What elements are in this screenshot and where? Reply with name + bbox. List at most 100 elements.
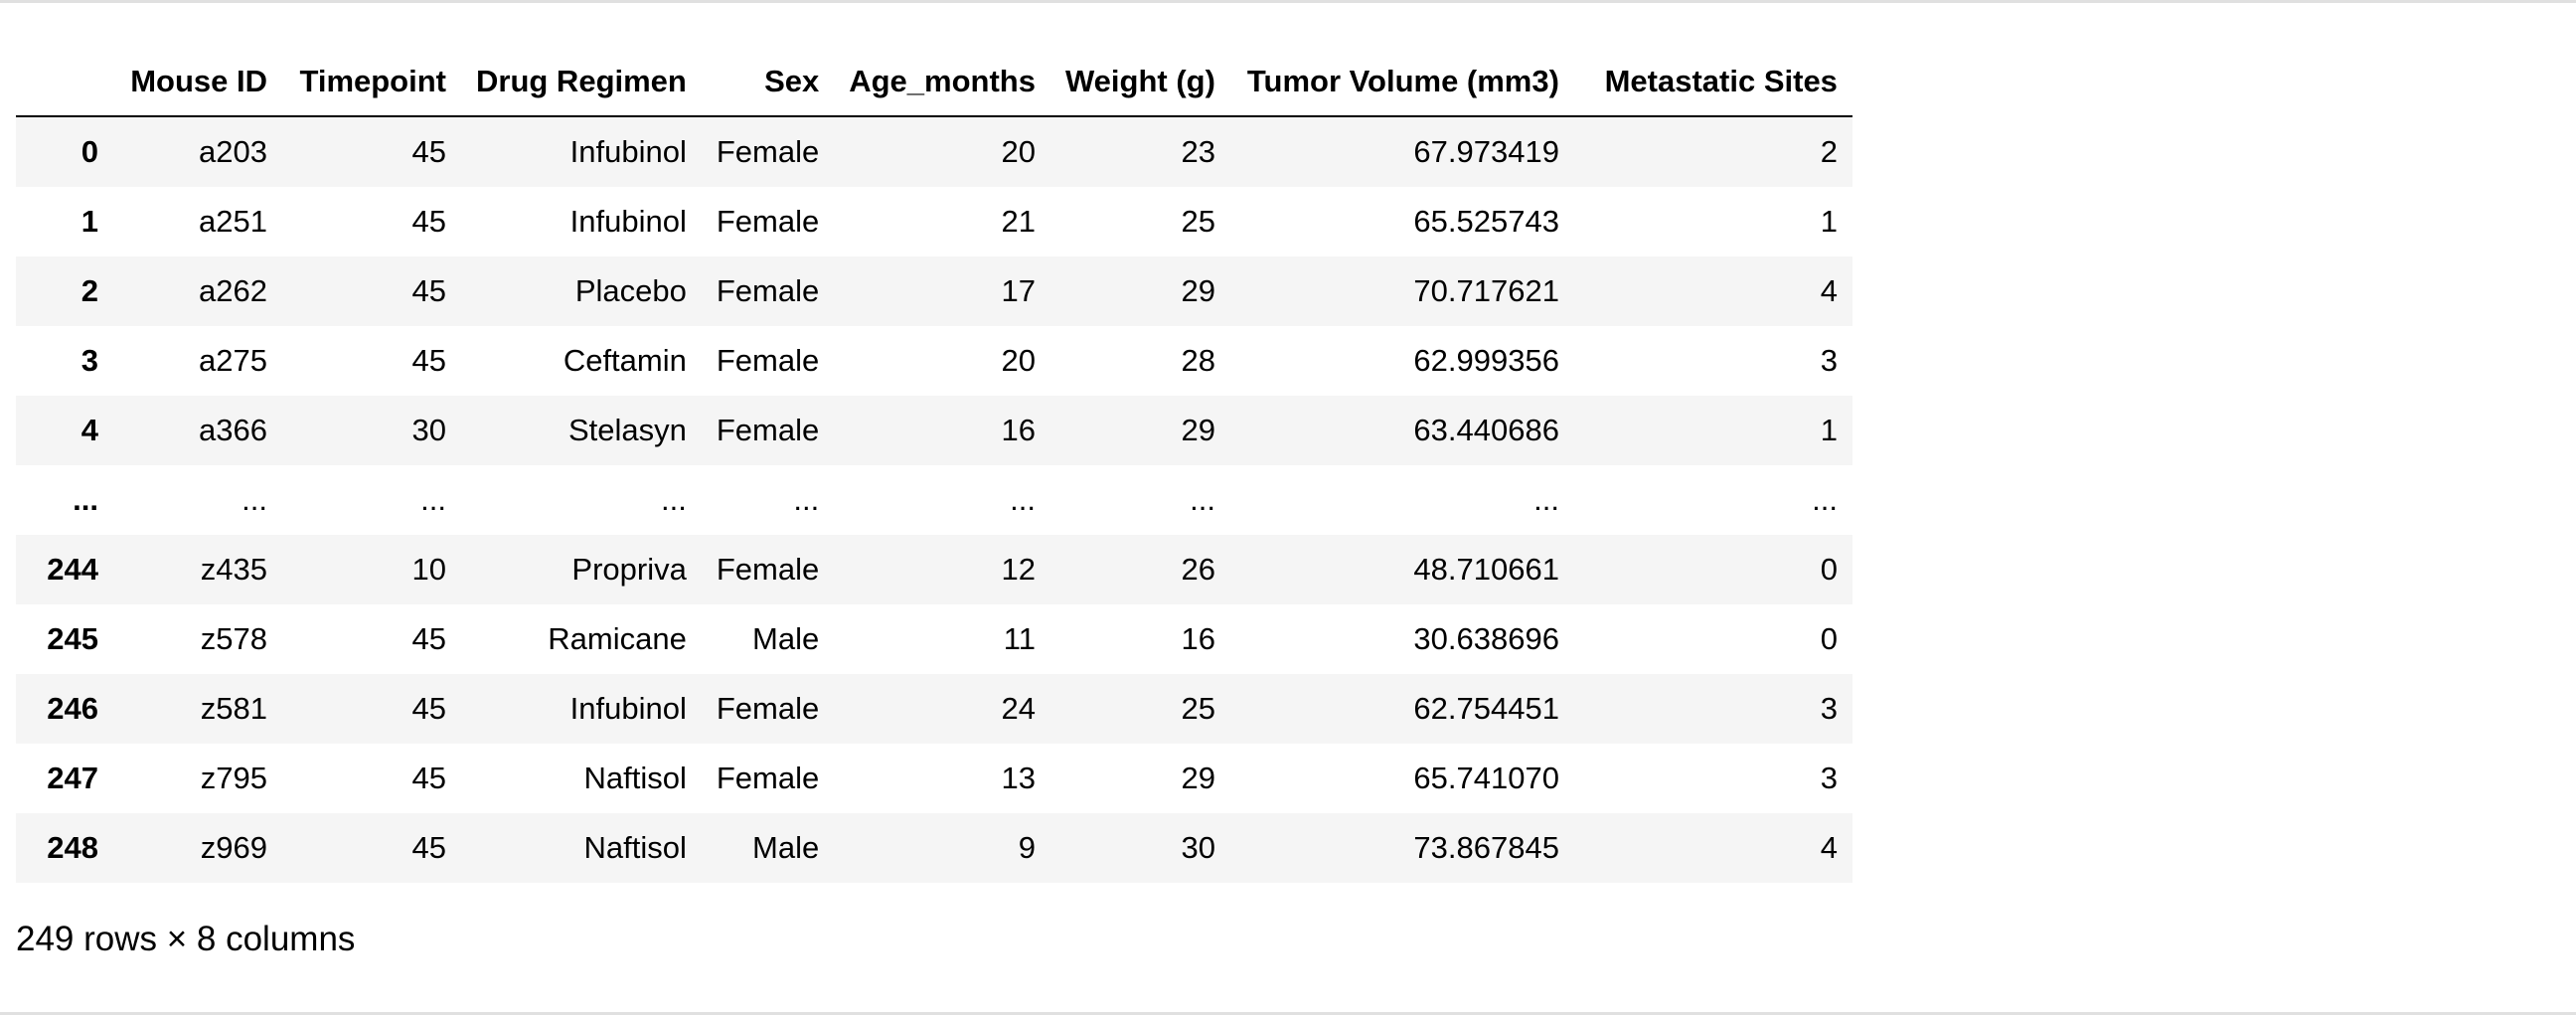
table-row: 246 z581 45 Infubinol Female 24 25 62.75… [16, 674, 1852, 744]
cell-timepoint: 45 [411, 204, 446, 239]
column-header-weight: Weight (g) [1049, 48, 1230, 117]
cell-weight: 25 [1181, 204, 1215, 239]
cell-weight: 23 [1181, 134, 1215, 169]
dataframe-dimensions: 249 rows × 8 columns [16, 920, 356, 958]
cell-sex: Female [716, 204, 820, 239]
row-index: 244 [47, 552, 98, 587]
cell-weight: 29 [1181, 413, 1215, 447]
table-row: 4 a366 30 Stelasyn Female 16 29 63.44068… [16, 396, 1852, 465]
cell-sex: Female [716, 273, 820, 308]
cell-mouse-id: a366 [199, 413, 267, 447]
cell-age-months: 16 [1001, 413, 1036, 447]
cell-drug-regimen: Stelasyn [567, 413, 687, 447]
cell-metastatic-sites: 1 [1820, 204, 1838, 239]
cell-tumor-volume: 62.754451 [1413, 691, 1559, 726]
cell-tumor-volume: 67.973419 [1413, 134, 1559, 169]
cell-bottom-border [0, 1012, 2576, 1015]
row-index: 4 [80, 413, 98, 447]
row-index: 0 [80, 134, 98, 169]
cell-mouse-id: a203 [199, 134, 267, 169]
row-index: 3 [80, 343, 98, 378]
cell-tumor-volume: 63.440686 [1413, 413, 1559, 447]
dataframe-output: Mouse ID Timepoint Drug Regimen Sex Age_… [16, 48, 1852, 883]
row-index: 245 [47, 621, 98, 656]
cell-weight: 26 [1181, 552, 1215, 587]
row-index: 248 [47, 830, 98, 865]
cell-tumor-volume: 65.525743 [1413, 204, 1559, 239]
row-index: 247 [47, 761, 98, 795]
column-header-age-months: Age_months [834, 48, 1050, 117]
column-header-metastatic-sites: Metastatic Sites [1573, 48, 1852, 117]
cell-drug-regimen: Infubinol [569, 204, 687, 239]
cell-age-months: ... [1010, 482, 1036, 517]
dataframe-table: Mouse ID Timepoint Drug Regimen Sex Age_… [16, 48, 1852, 883]
cell-tumor-volume: 70.717621 [1413, 273, 1559, 308]
cell-weight: 29 [1181, 761, 1215, 795]
cell-sex: Female [716, 761, 820, 795]
cell-metastatic-sites: 4 [1820, 830, 1838, 865]
cell-timepoint: 10 [411, 552, 446, 587]
cell-metastatic-sites: 2 [1820, 134, 1838, 169]
cell-drug-regimen: Ramicane [548, 621, 687, 656]
cell-tumor-volume: 62.999356 [1413, 343, 1559, 378]
column-header-sex: Sex [701, 48, 835, 117]
cell-timepoint: 45 [411, 621, 446, 656]
cell-sex: Female [716, 552, 820, 587]
cell-weight: 16 [1181, 621, 1215, 656]
cell-mouse-id: ... [242, 482, 267, 517]
cell-weight: 30 [1181, 830, 1215, 865]
cell-age-months: 24 [1001, 691, 1036, 726]
table-row: 2 a262 45 Placebo Female 17 29 70.717621… [16, 256, 1852, 326]
cell-age-months: 17 [1001, 273, 1036, 308]
cell-mouse-id: a262 [199, 273, 267, 308]
cell-mouse-id: z795 [200, 761, 267, 795]
cell-tumor-volume: 30.638696 [1413, 621, 1559, 656]
cell-mouse-id: z578 [200, 621, 267, 656]
cell-metastatic-sites: 3 [1820, 761, 1838, 795]
cell-age-months: 12 [1001, 552, 1036, 587]
column-header-tumor-volume: Tumor Volume (mm3) [1229, 48, 1574, 117]
cell-drug-regimen: Propriva [571, 552, 687, 587]
cell-mouse-id: z435 [200, 552, 267, 587]
cell-timepoint: 30 [411, 413, 446, 447]
table-header: Mouse ID Timepoint Drug Regimen Sex Age_… [16, 48, 1852, 117]
row-index: 2 [80, 273, 98, 308]
column-header-mouse-id: Mouse ID [113, 48, 282, 117]
cell-age-months: 13 [1001, 761, 1036, 795]
table-row: 244 z435 10 Propriva Female 12 26 48.710… [16, 535, 1852, 604]
cell-age-months: 11 [1003, 621, 1036, 656]
cell-drug-regimen: Ceftamin [563, 343, 687, 378]
cell-metastatic-sites: 0 [1820, 621, 1838, 656]
cell-age-months: 21 [1001, 204, 1036, 239]
cell-sex: Female [716, 691, 820, 726]
table-row: 3 a275 45 Ceftamin Female 20 28 62.99935… [16, 326, 1852, 396]
cell-metastatic-sites: 0 [1820, 552, 1838, 587]
cell-top-border [0, 0, 2576, 3]
cell-weight: 29 [1181, 273, 1215, 308]
cell-age-months: 9 [1018, 830, 1036, 865]
table-row: 1 a251 45 Infubinol Female 21 25 65.5257… [16, 187, 1852, 256]
table-row: 248 z969 45 Naftisol Male 9 30 73.867845… [16, 813, 1852, 883]
index-header [16, 48, 113, 117]
row-index: 246 [47, 691, 98, 726]
row-index: ... [73, 482, 98, 517]
cell-sex: Female [716, 343, 820, 378]
cell-tumor-volume: 48.710661 [1413, 552, 1559, 587]
cell-metastatic-sites: 4 [1820, 273, 1838, 308]
table-row: 0 a203 45 Infubinol Female 20 23 67.9734… [16, 116, 1852, 187]
cell-mouse-id: z969 [200, 830, 267, 865]
header-row: Mouse ID Timepoint Drug Regimen Sex Age_… [16, 48, 1852, 117]
table-body: 0 a203 45 Infubinol Female 20 23 67.9734… [16, 116, 1852, 883]
cell-drug-regimen: Infubinol [569, 691, 687, 726]
cell-tumor-volume: ... [1533, 482, 1559, 517]
cell-weight: 28 [1181, 343, 1215, 378]
cell-timepoint: 45 [411, 134, 446, 169]
cell-timepoint: ... [420, 482, 446, 517]
cell-drug-regimen: Naftisol [583, 830, 687, 865]
cell-metastatic-sites: ... [1812, 482, 1838, 517]
cell-sex: Male [752, 621, 820, 656]
cell-drug-regimen: Placebo [574, 273, 687, 308]
table-row: 245 z578 45 Ramicane Male 11 16 30.63869… [16, 604, 1852, 674]
ellipsis-row: ... ... ... ... ... ... ... ... ... [16, 465, 1852, 535]
cell-tumor-volume: 73.867845 [1413, 830, 1559, 865]
